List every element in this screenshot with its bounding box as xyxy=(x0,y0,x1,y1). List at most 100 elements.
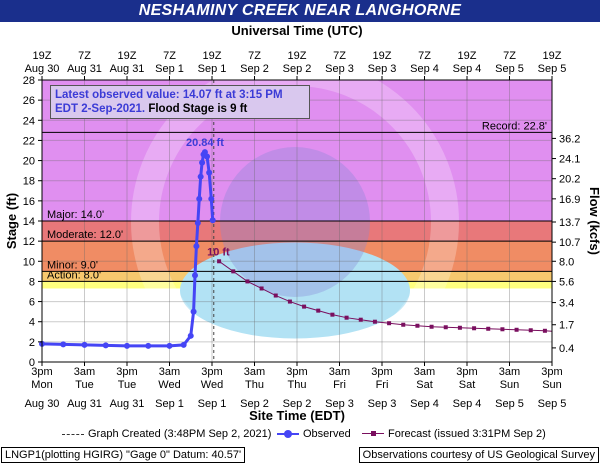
bottom-tick-day: Sun xyxy=(500,379,520,391)
y-tick-label: 20 xyxy=(23,156,35,168)
top-tick-date: Sep 2 xyxy=(283,63,312,75)
x-axis-title: Site Time (EDT) xyxy=(249,408,345,423)
forecast-point xyxy=(514,327,519,332)
bottom-tick-hour: 3pm xyxy=(31,366,52,378)
observed-point xyxy=(60,341,67,348)
forecast-point xyxy=(302,304,307,309)
bottom-tick-day: Wed xyxy=(158,379,180,391)
forecast-point xyxy=(372,319,377,324)
top-tick-date: Sep 1 xyxy=(198,63,227,75)
observed-point xyxy=(206,169,213,176)
bottom-tick-date: Sep 3 xyxy=(325,398,354,410)
legend-forecast: Forecast (issued 3:31PM Sep 2) xyxy=(362,428,546,440)
forecast-point xyxy=(245,279,250,284)
y-tick-label: 6 xyxy=(29,297,35,309)
legend-graph-created: Graph Created (3:48PM Sep 2, 2021) xyxy=(62,428,271,440)
bottom-tick-hour: 3pm xyxy=(201,366,222,378)
y-tick-label: 28 xyxy=(23,75,35,87)
bottom-tick-hour: 3am xyxy=(244,366,265,378)
y2-tick-label: 36.2 xyxy=(559,133,580,145)
y2-tick-label: 20.2 xyxy=(559,174,580,186)
normal-zone xyxy=(180,242,410,339)
flood-stage-text: Flood Stage is 9 ft xyxy=(145,103,248,115)
series-layer: 20.84 ft 10 ft xyxy=(39,80,553,362)
forecast-point xyxy=(231,269,236,274)
bottom-tick-date: Sep 3 xyxy=(368,398,397,410)
observed-point xyxy=(102,342,109,349)
flood-zones xyxy=(42,58,552,386)
top-tick-hour: 19Z xyxy=(203,50,222,62)
bottom-tick-day: Sat xyxy=(459,379,476,391)
y2-tick-label: 1.7 xyxy=(559,320,574,332)
bottom-tick-day: Fri xyxy=(376,379,389,391)
top-tick-hour: 7Z xyxy=(333,50,346,62)
bottom-tick-date: Aug 31 xyxy=(110,398,145,410)
bottom-tick-hour: 3pm xyxy=(371,366,392,378)
top-tick-hour: 7Z xyxy=(163,50,176,62)
forecast-point xyxy=(443,325,448,330)
observed-point xyxy=(197,173,204,180)
bottom-tick-day: Tue xyxy=(75,379,94,391)
top-tick-hour: 19Z xyxy=(288,50,307,62)
bottom-tick-day: Thu xyxy=(288,379,307,391)
top-tick-date: Sep 1 xyxy=(155,63,184,75)
bottom-tick-date: Sep 2 xyxy=(240,398,269,410)
bottom-tick-hour: 3am xyxy=(499,366,520,378)
y-tick-label: 16 xyxy=(23,196,35,208)
observed-point xyxy=(190,308,197,315)
record-label: Record: 22.8' xyxy=(482,120,547,132)
observed-line-icon xyxy=(277,430,299,439)
y-tick-label: 26 xyxy=(23,95,35,107)
bottom-tick-hour: 3am xyxy=(414,366,435,378)
forecast-point xyxy=(259,286,264,291)
observed-point xyxy=(187,332,194,339)
observed-point xyxy=(199,159,206,166)
top-tick-date: Aug 31 xyxy=(110,63,145,75)
bottom-tick-day: Sun xyxy=(542,379,562,391)
latest-value-text: Latest observed value: 14.07 ft at 3:15 … xyxy=(55,89,283,101)
y-tick-label: 14 xyxy=(23,216,35,228)
top-tick-hour: 19Z xyxy=(118,50,137,62)
noaa-watermark-disc xyxy=(220,147,370,297)
bottom-tick-day: Tue xyxy=(118,379,137,391)
bottom-tick-hour: 3am xyxy=(74,366,95,378)
observed-point xyxy=(204,153,211,160)
forecast-point xyxy=(344,315,349,320)
moderate-label: Moderate: 12.0' xyxy=(47,229,123,241)
y-tick-label: 24 xyxy=(23,115,35,127)
bottom-tick-date: Sep 1 xyxy=(155,398,184,410)
dashed-line-icon xyxy=(62,433,84,435)
axes-layer: Record: 22.8' Major: 14.0' Moderate: 12.0'… xyxy=(4,23,600,423)
y-tick-label: 2 xyxy=(29,337,35,349)
datum-footer: LNGP1(plotting HGIRG) "Gage 0" Datum: 40… xyxy=(1,447,246,463)
forecast-point xyxy=(287,299,292,304)
forecast-point xyxy=(486,326,491,331)
bottom-tick-day: Wed xyxy=(201,379,223,391)
latest-value-box: Latest observed value: 14.07 ft at 3:15 … xyxy=(50,85,310,119)
top-tick-hour: 19Z xyxy=(543,50,562,62)
bottom-tick-date: Sep 5 xyxy=(495,398,524,410)
top-tick-hour: 19Z xyxy=(373,50,392,62)
top-tick-date: Sep 4 xyxy=(453,63,482,75)
observed-point xyxy=(194,220,201,227)
observed-point xyxy=(208,195,215,202)
top-tick-hour: 19Z xyxy=(33,50,52,62)
action-label: Action: 8.0' xyxy=(47,269,101,281)
y2-tick-label: 10.7 xyxy=(559,237,580,249)
forecast-point xyxy=(472,326,477,331)
top-tick-hour: 7Z xyxy=(248,50,261,62)
y2-tick-label: 0.4 xyxy=(559,343,574,355)
y-tick-label: 18 xyxy=(23,176,35,188)
bottom-tick-date: Sep 5 xyxy=(538,398,567,410)
y-tick-label: 8 xyxy=(29,276,35,288)
top-tick-hour: 19Z xyxy=(458,50,477,62)
title-bar: NESHAMINY CREEK NEAR LANGHORNE xyxy=(0,0,600,22)
forecast-point xyxy=(316,308,321,313)
top-tick-hour: 7Z xyxy=(503,50,516,62)
observed-point xyxy=(196,195,203,202)
forecast-point xyxy=(358,317,363,322)
y2-tick-label: 13.7 xyxy=(559,217,580,229)
forecast-start-label: 10 ft xyxy=(207,246,230,258)
legend-observed: Observed xyxy=(277,428,351,440)
